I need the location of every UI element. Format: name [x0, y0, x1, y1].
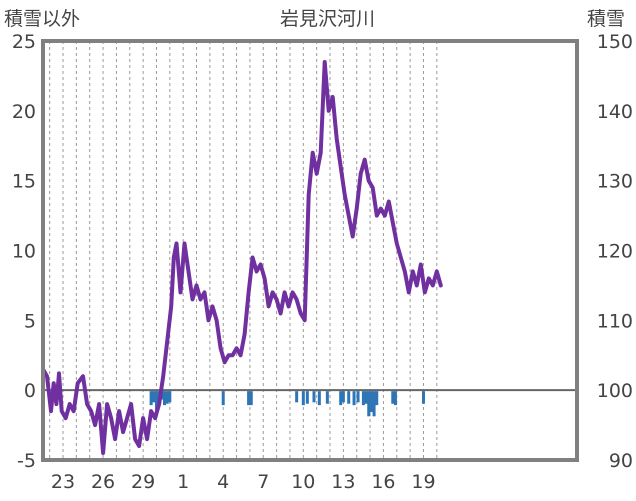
bar	[312, 391, 316, 403]
bar	[352, 391, 356, 406]
right-axis-label: 積雪	[587, 8, 626, 30]
x-tick-label: 26	[91, 471, 115, 493]
bar	[162, 391, 166, 406]
series-line	[41, 60, 443, 455]
bar	[369, 391, 373, 413]
bar	[364, 391, 368, 404]
x-tick-label: 1	[177, 471, 189, 493]
bar	[154, 391, 158, 417]
bar	[372, 391, 376, 417]
bar	[152, 391, 156, 403]
bar	[375, 391, 379, 406]
bar	[341, 391, 345, 403]
x-tick-label: 29	[131, 471, 155, 493]
bar	[247, 391, 251, 406]
bar	[249, 391, 253, 406]
x-tick-label: 13	[331, 471, 355, 493]
bar	[165, 391, 169, 404]
left-y-tick-label: 10	[12, 241, 36, 263]
right-y-tick-label: 130	[597, 171, 633, 193]
bar	[339, 391, 343, 406]
bar	[367, 391, 371, 417]
plot-frame	[41, 39, 579, 462]
left-y-tick-label: 0	[24, 380, 36, 402]
left-axis-label: 積雪以外	[4, 8, 81, 30]
bar	[361, 391, 365, 406]
bar	[295, 391, 299, 403]
bar	[149, 391, 153, 406]
bar	[168, 391, 172, 403]
bar	[301, 391, 305, 406]
bar	[317, 391, 321, 406]
bar	[347, 391, 351, 404]
bar	[356, 391, 360, 403]
right-y-tick-label: 100	[597, 380, 633, 402]
right-y-tick-label: 120	[597, 241, 633, 263]
left-y-tick-label: 15	[12, 171, 36, 193]
bar	[391, 391, 395, 404]
left-y-tick-label: 5	[24, 310, 36, 332]
x-tick-label: 16	[371, 471, 395, 493]
bar	[325, 391, 329, 404]
left-y-tick-label: 25	[12, 31, 36, 53]
bar	[421, 391, 425, 404]
right-y-tick-label: 140	[597, 101, 633, 123]
x-tick-label: 19	[411, 471, 435, 493]
x-tick-label: 10	[291, 471, 315, 493]
bar	[305, 391, 309, 404]
right-y-tick-label: 90	[609, 450, 633, 472]
chart-title: 岩見沢河川	[280, 8, 376, 30]
x-tick-label: 23	[51, 471, 75, 493]
right-y-tick-label: 150	[597, 31, 633, 53]
left-y-tick-label: 20	[12, 101, 36, 123]
left-y-tick-label: -5	[17, 450, 36, 472]
bar	[221, 391, 225, 406]
bar	[393, 391, 397, 406]
right-y-tick-label: 110	[597, 310, 633, 332]
x-tick-label: 7	[257, 471, 269, 493]
x-tick-label: 4	[217, 471, 229, 493]
